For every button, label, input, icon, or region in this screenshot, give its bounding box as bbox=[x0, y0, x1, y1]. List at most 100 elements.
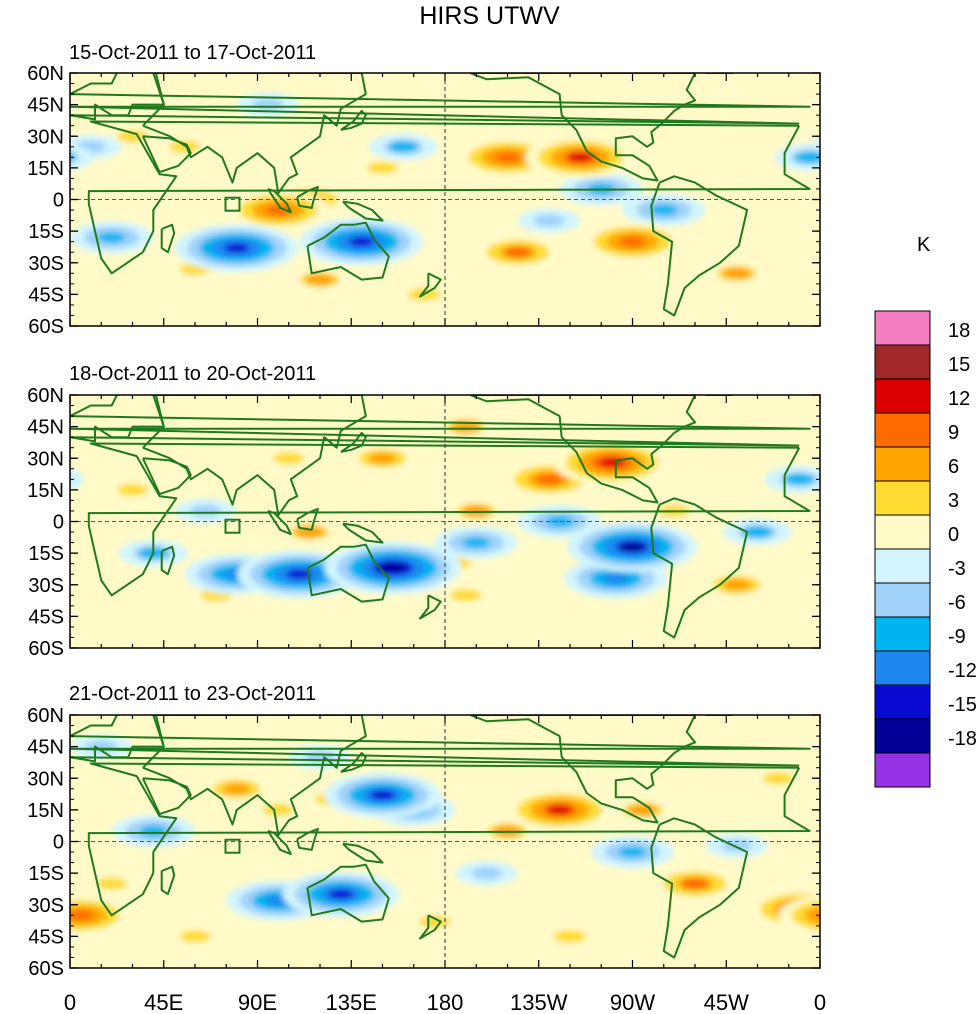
anomaly-contour bbox=[817, 912, 820, 919]
anomaly-contour bbox=[930, 263, 961, 275]
anomaly-contour bbox=[825, 141, 856, 153]
anomaly-contour bbox=[461, 505, 492, 517]
lon-tick-label: 135E bbox=[326, 990, 377, 1014]
anomaly-contour bbox=[937, 229, 979, 267]
anomaly-contour bbox=[722, 579, 751, 591]
anomaly-contour bbox=[117, 483, 148, 496]
lat-tick-label: 30S bbox=[28, 895, 64, 917]
coastline bbox=[70, 715, 811, 767]
coastlines bbox=[70, 73, 811, 317]
lat-tick-label: 0 bbox=[53, 832, 64, 854]
colorbar-swatch bbox=[874, 582, 931, 618]
anomaly-contour bbox=[169, 140, 201, 153]
lat-tick-label: 60N bbox=[27, 705, 64, 727]
coastline bbox=[340, 431, 367, 453]
colorbar-swatch bbox=[874, 412, 931, 448]
colorbar-tick-label: 0 bbox=[948, 524, 959, 546]
anomaly-contour bbox=[419, 915, 451, 928]
coastline bbox=[419, 914, 442, 940]
anomaly-contour bbox=[0, 524, 27, 539]
lat-tick-label: 60S bbox=[28, 638, 64, 660]
anomaly-contour bbox=[0, 519, 42, 546]
anomaly-contour bbox=[222, 783, 251, 795]
anomaly-contour bbox=[972, 783, 979, 794]
lon-tick-label: 180 bbox=[427, 990, 464, 1014]
colorbar-swatch bbox=[874, 650, 931, 686]
anomaly-contour bbox=[681, 878, 709, 889]
coastline bbox=[306, 863, 390, 923]
coastline bbox=[87, 762, 811, 917]
anomaly-contour bbox=[794, 151, 820, 164]
anomaly-contour bbox=[96, 877, 128, 890]
coastline bbox=[419, 594, 442, 620]
colorbar-swatch bbox=[874, 514, 931, 550]
lat-tick-label: 15S bbox=[28, 863, 64, 885]
coastline bbox=[469, 73, 696, 182]
panel-3-date-range: 21-Oct-2011 to 23-Oct-2011 bbox=[69, 683, 317, 705]
coastline bbox=[705, 73, 734, 74]
anomaly-contour bbox=[328, 889, 354, 900]
coastline bbox=[306, 543, 390, 603]
map-panel-2: 60N 45N 30N 15N 0 15S 30S 45S 60S bbox=[0, 385, 979, 660]
anomaly-contour bbox=[919, 141, 950, 153]
coastline bbox=[419, 272, 442, 298]
anomaly-contour bbox=[914, 257, 976, 281]
region-box bbox=[224, 518, 241, 534]
colorbar-unit-label: K bbox=[917, 234, 931, 256]
colorbar-swatch bbox=[874, 446, 931, 482]
colorbar-tick-label: 9 bbox=[948, 422, 959, 444]
anomaly-contour bbox=[553, 929, 587, 943]
anomaly-contour bbox=[889, 826, 917, 837]
anomaly-contour bbox=[0, 579, 1, 590]
lat-tick-label: 15N bbox=[27, 480, 64, 502]
anomaly-contour bbox=[846, 878, 877, 890]
longitude-axis: 0 45E 90E 135E 180 135W 90W 45W 0 bbox=[64, 990, 826, 1014]
anomaly-contour bbox=[0, 266, 6, 281]
coastline bbox=[296, 185, 319, 209]
anomaly-contour bbox=[762, 772, 794, 785]
map-panel-3: 60N 45N 30N 15N 0 15S 30S 45S 60S bbox=[0, 705, 979, 980]
anomaly-contour bbox=[963, 779, 979, 798]
anomaly-contour bbox=[262, 803, 294, 816]
anomaly-contour bbox=[545, 516, 574, 527]
coastline bbox=[650, 817, 749, 959]
anomaly-contour bbox=[535, 474, 563, 485]
lon-tick-label: 90E bbox=[238, 990, 277, 1014]
anomaly-contour bbox=[0, 834, 18, 858]
anomaly-contour bbox=[649, 204, 678, 216]
anomaly-contour bbox=[846, 878, 877, 890]
anomaly-contour bbox=[286, 569, 312, 579]
anomaly-contour bbox=[602, 573, 629, 584]
colorbar-tick-label: 18 bbox=[948, 320, 970, 342]
anomaly-contour bbox=[70, 910, 94, 921]
lon-tick-label: 0 bbox=[814, 990, 826, 1014]
anomaly-contour bbox=[974, 569, 979, 579]
lat-tick-label: 60S bbox=[28, 316, 64, 338]
anomaly-contour bbox=[962, 238, 979, 257]
colorbar-swatch bbox=[874, 718, 931, 754]
anomaly-contour bbox=[867, 130, 898, 142]
anomaly-contour bbox=[349, 236, 375, 247]
lat-tick-label: 45N bbox=[27, 417, 64, 439]
lat-tick-label: 45S bbox=[28, 606, 64, 628]
anomaly-contour bbox=[224, 243, 250, 253]
lat-tick-label: 30N bbox=[27, 126, 64, 148]
coastline bbox=[160, 545, 176, 576]
anomaly-contour bbox=[867, 130, 898, 142]
colorbar-tick-label: -12 bbox=[948, 660, 977, 682]
lat-tick-label: 60N bbox=[27, 63, 64, 85]
anomaly-contour bbox=[179, 930, 211, 943]
coastline bbox=[160, 223, 176, 254]
anomaly-contour bbox=[97, 232, 126, 243]
coastline bbox=[141, 777, 192, 816]
coastline bbox=[142, 715, 367, 837]
colorbar-swatch bbox=[874, 310, 931, 346]
map-panel-1: 60N 45N 30N 15N 0 15S 30S 45S 60S bbox=[0, 63, 979, 338]
coastline bbox=[306, 221, 390, 281]
anomaly-contour bbox=[930, 930, 961, 942]
colorbar-tick-label: -9 bbox=[948, 626, 966, 648]
lat-tick-label: 15S bbox=[28, 543, 64, 565]
lat-tick-label: 45S bbox=[28, 284, 64, 306]
anomaly-contour bbox=[950, 234, 979, 263]
coastline bbox=[87, 120, 811, 275]
